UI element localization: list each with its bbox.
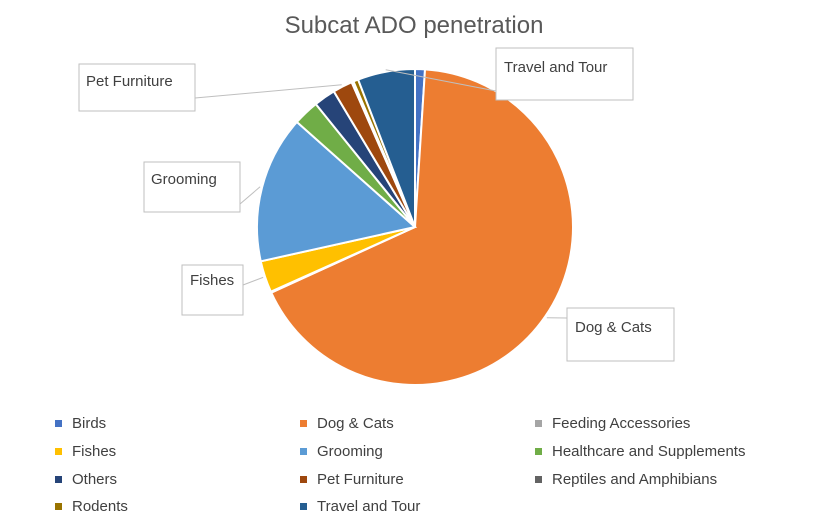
- data-label-box-dog-and-cats: [566, 307, 675, 362]
- pie-slices: [256, 67, 574, 386]
- data-label-box-grooming: [143, 161, 241, 213]
- data-label-grooming: Grooming: [151, 171, 217, 188]
- data-label-fishes: Fishes: [190, 272, 234, 289]
- leader-line-fishes: [242, 276, 264, 286]
- data-label-dog-and-cats: Dog & Cats: [575, 319, 652, 336]
- pie-slice-dog-and-cats: [269, 68, 574, 386]
- data-label-travel-and-tour: Travel and Tour: [504, 59, 607, 76]
- data-labels: Travel and Tour Pet Furniture Grooming Fish…: [78, 47, 675, 362]
- data-label-pet-furniture: Pet Furniture: [86, 73, 173, 90]
- leader-line-travel-and-tour: [385, 69, 497, 92]
- data-label-box-pet-furniture: [78, 63, 196, 112]
- chart-title: Subcat ADO penetration: [285, 12, 544, 39]
- leader-line-grooming: [239, 186, 261, 205]
- data-label-box-fishes: [181, 264, 244, 316]
- leader-line-pet-furniture: [194, 84, 342, 99]
- data-label-box-travel-and-tour: [495, 47, 634, 101]
- pie-slice-grooming: [256, 120, 418, 263]
- pie-slice-travel-and-tour: [356, 67, 416, 228]
